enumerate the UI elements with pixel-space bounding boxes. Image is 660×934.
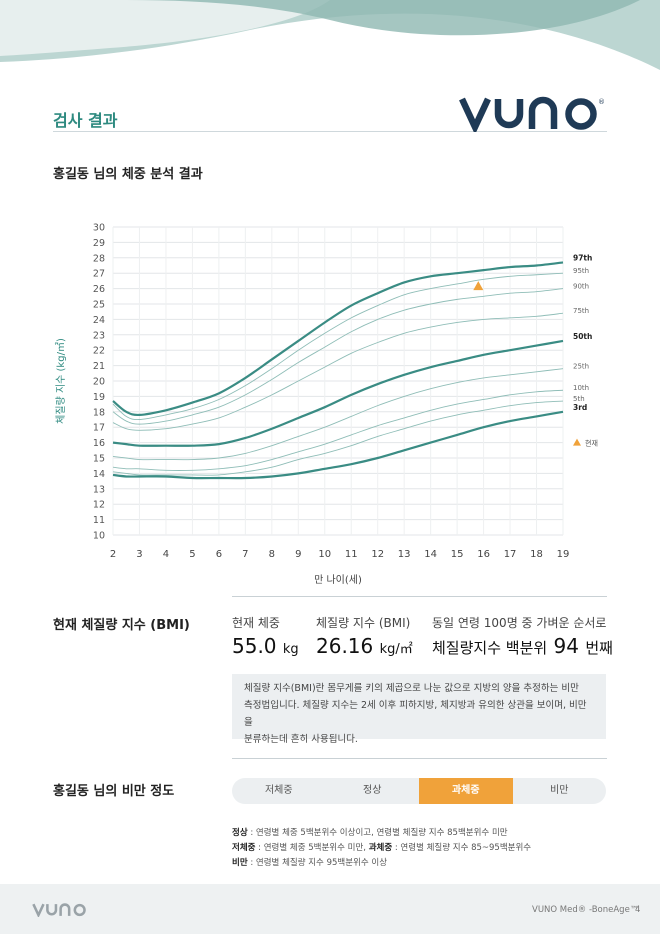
series-label-5th: 5th (573, 395, 585, 403)
series-label-50th: 50th (573, 332, 592, 341)
y-tick-label: 10 (93, 531, 105, 542)
y-tick-label: 18 (93, 407, 105, 418)
series-label-75th: 75th (573, 307, 589, 315)
series-label-95th: 95th (573, 267, 589, 275)
x-tick-label: 14 (424, 549, 437, 560)
divider (53, 131, 607, 132)
y-tick-label: 15 (93, 454, 105, 465)
y-tick-label: 24 (93, 315, 105, 326)
bmi-label: 체질량 지수 (BMI) (316, 616, 411, 630)
y-tick-label: 23 (93, 330, 105, 341)
obesity-level-normal: 정상 (363, 785, 382, 796)
x-tick-label: 15 (451, 549, 464, 560)
x-tick-label: 10 (318, 549, 331, 560)
obesity-level-underweight: 저체중 (264, 785, 293, 796)
definition-obese: 비만 : 연령별 체질량 지수 95백분위수 이상 (232, 858, 388, 868)
y-tick-label: 26 (93, 284, 105, 295)
bmi-explanation: 체질량 지수(BMI)란 몸무게를 키의 제곱으로 나눈 값으로 지방의 양을 … (232, 674, 606, 745)
x-tick-label: 2 (110, 549, 116, 560)
series-line-5th (112, 400, 564, 476)
y-tick-label: 20 (93, 377, 105, 388)
weight-value: 55.0 kg (232, 634, 299, 658)
x-tick-label: 9 (295, 549, 301, 560)
obesity-section-title: 홍길동 님의 비만 정도 (53, 784, 175, 799)
obesity-level-overweight: 과체중 (419, 778, 513, 804)
series-line-97th (112, 261, 564, 417)
legend-current-marker (573, 438, 581, 446)
obesity-scale: 저체중 정상 과체중 비만 (232, 778, 606, 804)
y-tick-label: 29 (93, 238, 105, 249)
x-tick-label: 3 (136, 549, 142, 560)
series-line-10th (112, 389, 564, 471)
series-line-95th (112, 272, 564, 420)
x-tick-label: 8 (269, 549, 275, 560)
series-label-90th: 90th (573, 283, 589, 291)
vuno-logo: ® (459, 96, 605, 132)
analysis-title: 홍길동 님의 체중 분석 결과 (53, 167, 203, 182)
series-label-25th: 25th (573, 363, 589, 371)
y-tick-label: 27 (93, 269, 105, 280)
legend-current-label: 현재 (585, 440, 598, 448)
x-tick-label: 5 (189, 549, 195, 560)
weight-label: 현재 체중 (232, 616, 280, 630)
series-line-90th (112, 288, 564, 425)
series-label-3rd: 3rd (573, 403, 587, 412)
x-tick-label: 16 (477, 549, 490, 560)
footer-vuno-logo (32, 903, 86, 917)
header-wave-decoration (0, 0, 660, 70)
y-axis-label: 체질량 지수 (kg/㎡) (55, 338, 67, 424)
y-tick-label: 19 (93, 392, 105, 403)
series-line-3rd (112, 410, 564, 480)
divider (232, 758, 607, 759)
y-tick-label: 17 (93, 423, 105, 434)
y-tick-label: 12 (93, 500, 105, 511)
bmi-value: 26.16 kg/㎡ (316, 634, 413, 658)
x-tick-label: 19 (557, 549, 570, 560)
x-tick-label: 6 (216, 549, 222, 560)
rank-value: 체질량지수 백분위 94 번째 (432, 634, 613, 658)
rank-label: 동일 연령 100명 중 가벼운 순서로 (432, 616, 607, 630)
y-tick-label: 16 (93, 438, 105, 449)
x-axis-label: 만 나이(세) (314, 574, 362, 585)
y-tick-label: 13 (93, 484, 105, 495)
series-label-97th: 97th (573, 253, 592, 262)
y-tick-label: 11 (93, 515, 105, 526)
definition-under-over: 저체중 : 연령별 체중 5백분위수 미만, 과체중 : 연령별 체질량 지수 … (232, 843, 532, 853)
y-tick-label: 21 (93, 361, 105, 372)
obesity-level-obese: 비만 (550, 785, 569, 796)
section-title: 검사 결과 (53, 111, 118, 130)
series-label-10th: 10th (573, 384, 589, 392)
svg-text:®: ® (598, 98, 605, 106)
series-line-75th (112, 312, 564, 431)
footer (0, 884, 660, 934)
y-tick-label: 28 (93, 253, 105, 264)
y-tick-label: 25 (93, 300, 105, 311)
y-tick-label: 14 (93, 469, 105, 480)
current-point-marker (473, 281, 484, 291)
page-number: 4 (635, 905, 641, 915)
x-tick-label: 17 (504, 549, 517, 560)
x-tick-label: 18 (530, 549, 543, 560)
x-tick-label: 13 (398, 549, 411, 560)
footer-product: VUNO Med® -BoneAge™ (532, 905, 639, 915)
series-line-50th (112, 339, 564, 447)
x-tick-label: 4 (163, 549, 169, 560)
y-tick-label: 30 (93, 223, 105, 234)
x-tick-label: 11 (345, 549, 358, 560)
bmi-growth-chart: 1011121314151617181920212223242526272829… (55, 223, 598, 586)
bmi-section-title: 현재 체질량 지수 (BMI) (53, 618, 190, 633)
x-tick-label: 12 (371, 549, 384, 560)
definition-normal: 정상 : 연령별 체중 5백분위수 이상이고, 연령별 체질량 지수 85백분위… (232, 828, 508, 838)
x-tick-label: 7 (242, 549, 248, 560)
y-tick-label: 22 (93, 346, 105, 357)
series-line-25th (112, 368, 564, 461)
divider (232, 596, 607, 597)
